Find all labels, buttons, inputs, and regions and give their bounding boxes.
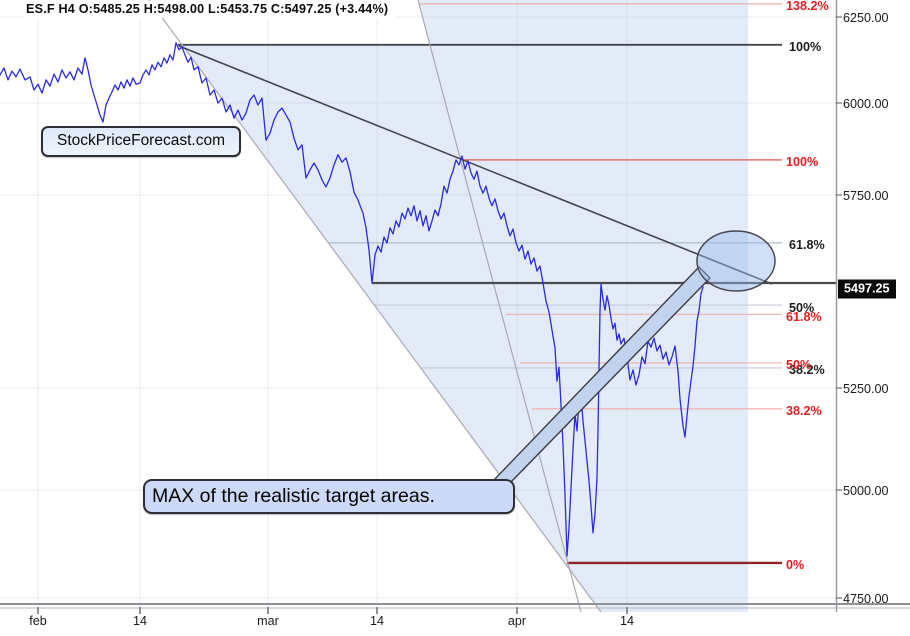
- y-tick-label-5250.00: 5250.00: [843, 382, 889, 396]
- x-tick-label-apr: apr: [507, 614, 527, 628]
- x-tick-label-14: 14: [369, 614, 385, 628]
- fib-label-secondary-red-38.2%: 38.2%: [786, 404, 822, 419]
- last-price-tag: 5497.25: [838, 279, 896, 299]
- x-tick-label-mar: mar: [257, 614, 279, 628]
- fibonacci-lines-layer: [178, 3, 782, 565]
- fib-label-secondary-red-50%: 50%: [786, 358, 812, 373]
- y-tick-label-6250.00: 6250.00: [843, 11, 889, 25]
- fib-label-secondary-red-0%: 0%: [786, 558, 805, 573]
- ohlc-title: ES.F H4 O:5485.25 H:5498.00 L:5453.75 C:…: [24, 1, 397, 18]
- y-tick-label-6000.00: 6000.00: [843, 97, 889, 111]
- wedge-left-trendline: [148, 0, 602, 613]
- target-ellipse: [696, 230, 776, 292]
- x-axis-ticks: [37, 607, 628, 614]
- fib-label-primary-black-61.8%: 61.8%: [789, 238, 825, 253]
- descending-trendline: [178, 45, 773, 285]
- wedge-shaded-zone: [183, 0, 748, 612]
- x-tick-label-14: 14: [619, 614, 635, 628]
- fib-label-primary-black-50%: 50%: [789, 300, 815, 315]
- fib-label-primary-black-100%: 100%: [789, 40, 822, 55]
- watermark-badge: StockPriceForecast.com: [41, 126, 241, 157]
- wedge-right-trendline: [417, 0, 582, 613]
- fib-label-secondary-red-100%: 100%: [786, 155, 819, 170]
- max-target-callout: MAX of the realistic target areas.: [143, 479, 515, 514]
- y-tick-label-5000.00: 5000.00: [843, 484, 889, 498]
- fib-label-primary-black-38.2%: 38.2%: [789, 363, 825, 378]
- y-axis-ticks: [836, 16, 842, 599]
- price-line-series: [0, 42, 704, 557]
- x-tick-label-feb: feb: [29, 614, 47, 628]
- y-tick-label-4750.00: 4750.00: [843, 592, 889, 606]
- y-tick-label-5750.00: 5750.00: [843, 189, 889, 203]
- x-tick-label-14: 14: [132, 614, 148, 628]
- fib-label-secondary-red-61.8%: 61.8%: [786, 309, 822, 324]
- fib-label-secondary-red-138.2%: 138.2%: [786, 0, 829, 14]
